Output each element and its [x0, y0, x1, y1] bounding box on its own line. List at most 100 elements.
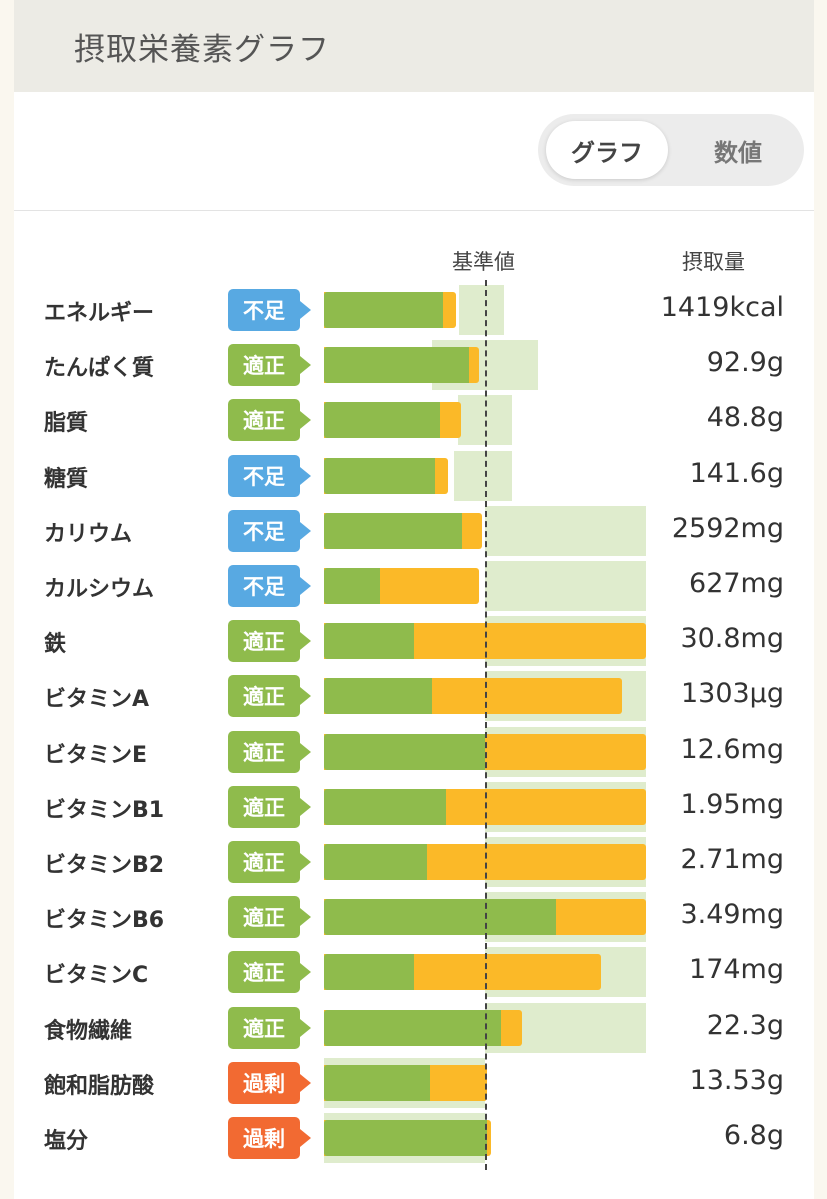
intake-value: 12.6mg — [680, 733, 784, 765]
intake-bar-primary — [324, 568, 381, 604]
nutrient-name: ビタミンE — [44, 742, 148, 768]
status-badge: 不足 — [228, 565, 311, 607]
nutrient-row: エネルギー 不足 1419kcal — [0, 283, 827, 338]
standard-range-bar — [485, 561, 646, 611]
status-badge: 適正 — [228, 675, 311, 718]
nutrient-row: 鉄 適正 30.8mg — [0, 614, 827, 669]
intake-bar-primary — [324, 1064, 431, 1101]
intake-value: 1303µg — [680, 678, 784, 710]
nutrient-name: 脂質 — [44, 411, 89, 437]
status-badge: 適正 — [228, 841, 311, 883]
intake-value: 13.53g — [689, 1064, 784, 1096]
status-badge: 適正 — [228, 785, 311, 828]
standard-range-bar — [454, 450, 513, 501]
intake-bar-primary — [324, 292, 444, 328]
nutrient-bar — [0, 283, 827, 338]
nutrient-name: 糖質 — [44, 466, 89, 492]
intake-value: 3.49mg — [680, 899, 784, 931]
status-badge: 不足 — [228, 289, 311, 331]
standard-range-bar — [485, 505, 646, 556]
nutrient-row: カルシウム 不足 627mg — [0, 559, 827, 614]
nutrient-row: 食物繊維 適正 22.3g — [0, 1001, 827, 1056]
intake-bar-primary — [324, 347, 469, 384]
nutrient-bar — [0, 504, 827, 559]
intake-column-label: 摂取量 — [682, 250, 745, 274]
page-title: 摂取栄養素グラフ — [74, 32, 330, 68]
intake-bar-primary — [324, 402, 440, 439]
nutrient-bar — [0, 614, 827, 669]
intake-bar-primary — [324, 844, 428, 880]
intake-bar-primary — [324, 512, 463, 549]
intake-value: 22.3g — [706, 1009, 784, 1041]
intake-bar-primary — [324, 623, 415, 660]
intake-bar-primary — [324, 678, 432, 715]
nutrient-row: ビタミンE 適正 12.6mg — [0, 725, 827, 780]
intake-value: 174mg — [689, 954, 784, 986]
nutrient-name: 塩分 — [44, 1129, 89, 1154]
nutrient-bar — [0, 338, 827, 393]
intake-value: 627mg — [689, 568, 784, 599]
nutrient-name: ビタミンB2 — [44, 853, 165, 878]
status-badge: 過剰 — [228, 1117, 311, 1159]
nutrient-name: たんぱく質 — [44, 356, 155, 382]
intake-value: 30.8mg — [680, 623, 784, 655]
standard-line — [485, 280, 487, 1170]
status-badge: 不足 — [228, 509, 311, 552]
status-badge: 適正 — [228, 896, 311, 939]
standard-range-bar — [459, 285, 505, 335]
nutrient-bar — [0, 945, 827, 1000]
standard-column-label: 基準値 — [452, 250, 515, 274]
status-badge: 不足 — [228, 454, 311, 497]
intake-bar-primary — [324, 733, 485, 770]
nutrient-row: 飽和脂肪酸 過剰 13.53g — [0, 1056, 827, 1111]
number-toggle-button[interactable]: 数値 — [714, 138, 762, 167]
intake-value: 2592mg — [671, 512, 784, 544]
nutrient-row: ビタミンA 適正 1303µg — [0, 669, 827, 724]
status-badge: 適正 — [228, 730, 311, 773]
nutrient-name: 飽和脂肪酸 — [44, 1073, 155, 1099]
intake-bar-primary — [324, 788, 447, 825]
nutrient-row: 脂質 適正 48.8g — [0, 393, 827, 448]
nutrient-name: カルシウム — [44, 577, 155, 602]
nutrient-name: ビタミンC — [44, 963, 149, 989]
intake-value: 1419kcal — [660, 292, 784, 323]
status-badge: 過剰 — [228, 1061, 311, 1104]
intake-value: 141.6g — [689, 457, 784, 489]
status-badge: 適正 — [228, 344, 311, 387]
divider — [14, 210, 814, 211]
intake-value: 92.9g — [706, 347, 784, 379]
intake-value: 2.71mg — [680, 844, 784, 875]
nutrient-name: エネルギー — [44, 301, 155, 326]
status-badge: 適正 — [228, 1006, 311, 1049]
page-header: 摂取栄養素グラフ — [14, 0, 814, 92]
nutrient-row: 塩分 過剰 6.8g — [0, 1111, 827, 1166]
nutrient-row: ビタミンB2 適正 2.71mg — [0, 835, 827, 890]
intake-bar-primary — [324, 457, 436, 494]
nutrient-name: ビタミンA — [44, 687, 150, 713]
nutrient-name: 食物繊維 — [44, 1018, 133, 1044]
nutrient-bar — [0, 1056, 827, 1111]
intake-value: 48.8g — [706, 402, 784, 434]
intake-value: 1.95mg — [680, 788, 784, 820]
nutrient-row: ビタミンC 適正 174mg — [0, 945, 827, 1000]
intake-bar-primary — [324, 954, 415, 991]
status-badge: 適正 — [228, 620, 311, 663]
nutrient-name: カリウム — [44, 521, 133, 547]
nutrient-bar — [0, 393, 827, 448]
nutrient-name: ビタミンB1 — [44, 797, 165, 823]
nutrient-name: ビタミンB6 — [44, 908, 165, 934]
nutrient-bar — [0, 449, 827, 504]
standard-range-bar — [457, 395, 513, 446]
status-badge: 適正 — [228, 399, 311, 442]
nutrient-bar — [0, 669, 827, 724]
nutrient-row: たんぱく質 適正 92.9g — [0, 338, 827, 393]
nutrient-bar — [0, 1111, 827, 1166]
nutrient-bar — [0, 559, 827, 614]
intake-bar-primary — [324, 1009, 502, 1046]
nutrient-row: 糖質 不足 141.6g — [0, 449, 827, 504]
status-badge: 適正 — [228, 951, 311, 994]
graph-toggle-button[interactable]: グラフ — [546, 121, 668, 179]
nutrient-row: ビタミンB1 適正 1.95mg — [0, 780, 827, 835]
view-toggle[interactable]: グラフ 数値 — [538, 114, 804, 186]
intake-value: 6.8g — [723, 1120, 784, 1151]
